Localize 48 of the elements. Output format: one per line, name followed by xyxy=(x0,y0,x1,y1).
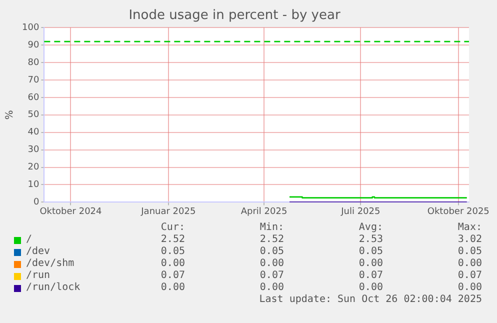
x-tick-label: Oktober 2025 xyxy=(427,206,490,217)
text: 0.07 xyxy=(458,270,482,281)
text: 0.05 xyxy=(458,246,482,257)
text: 0.00 xyxy=(160,258,185,269)
text: 2.52 xyxy=(160,234,185,245)
text: Last update: Sun Oct 26 02:00:04 2025 xyxy=(259,294,482,305)
y-tick-label: 40 xyxy=(28,128,40,138)
chart-title: Inode usage in percent - by year xyxy=(128,8,341,24)
legend-label: /dev xyxy=(26,246,50,257)
x-tick-label: April 2025 xyxy=(240,206,288,217)
text: Max: xyxy=(458,222,482,233)
text: 0.00 xyxy=(260,258,284,269)
text: 0.07 xyxy=(358,270,383,281)
text: 2.52 xyxy=(260,234,284,245)
text: 0.05 xyxy=(260,246,284,257)
x-tick-label: Juli 2025 xyxy=(340,206,380,217)
text: 0.05 xyxy=(160,246,185,257)
text: 0.00 xyxy=(160,282,185,293)
y-tick-label: 90 xyxy=(28,40,40,50)
legend-label: /run xyxy=(26,270,50,281)
y-tick-label: 50 xyxy=(28,110,40,120)
legend-label: /run/lock xyxy=(26,282,80,293)
text: 0.00 xyxy=(458,282,482,293)
legend-label: / xyxy=(26,234,32,245)
y-tick-label: 60 xyxy=(28,92,40,103)
text: Avg: xyxy=(358,222,383,233)
y-tick-label: 10 xyxy=(28,180,40,190)
text: Cur: xyxy=(160,222,185,233)
y-tick-label: 20 xyxy=(28,162,40,173)
text: Min: xyxy=(260,222,284,233)
text: 0.00 xyxy=(358,282,383,293)
text: 3.02 xyxy=(458,234,482,245)
text: 0.00 xyxy=(260,282,284,293)
text: 2.53 xyxy=(358,234,383,245)
y-tick-label: 70 xyxy=(28,75,40,86)
x-tick-label: Oktober 2024 xyxy=(40,206,102,217)
y-tick-label: 80 xyxy=(28,58,40,68)
y-tick-label: 30 xyxy=(28,145,40,156)
text: 0.05 xyxy=(358,246,383,257)
text: 0.07 xyxy=(160,270,185,281)
text: 0.00 xyxy=(458,258,482,269)
x-tick-label: Januar 2025 xyxy=(140,206,196,217)
y-tick-label: 100 xyxy=(22,22,40,33)
legend-label: /dev/shm xyxy=(26,258,74,269)
y-tick-label: 0 xyxy=(33,198,40,208)
y-axis-title: % xyxy=(4,110,16,120)
text: 0.07 xyxy=(260,270,284,281)
text: 0.00 xyxy=(358,258,383,269)
